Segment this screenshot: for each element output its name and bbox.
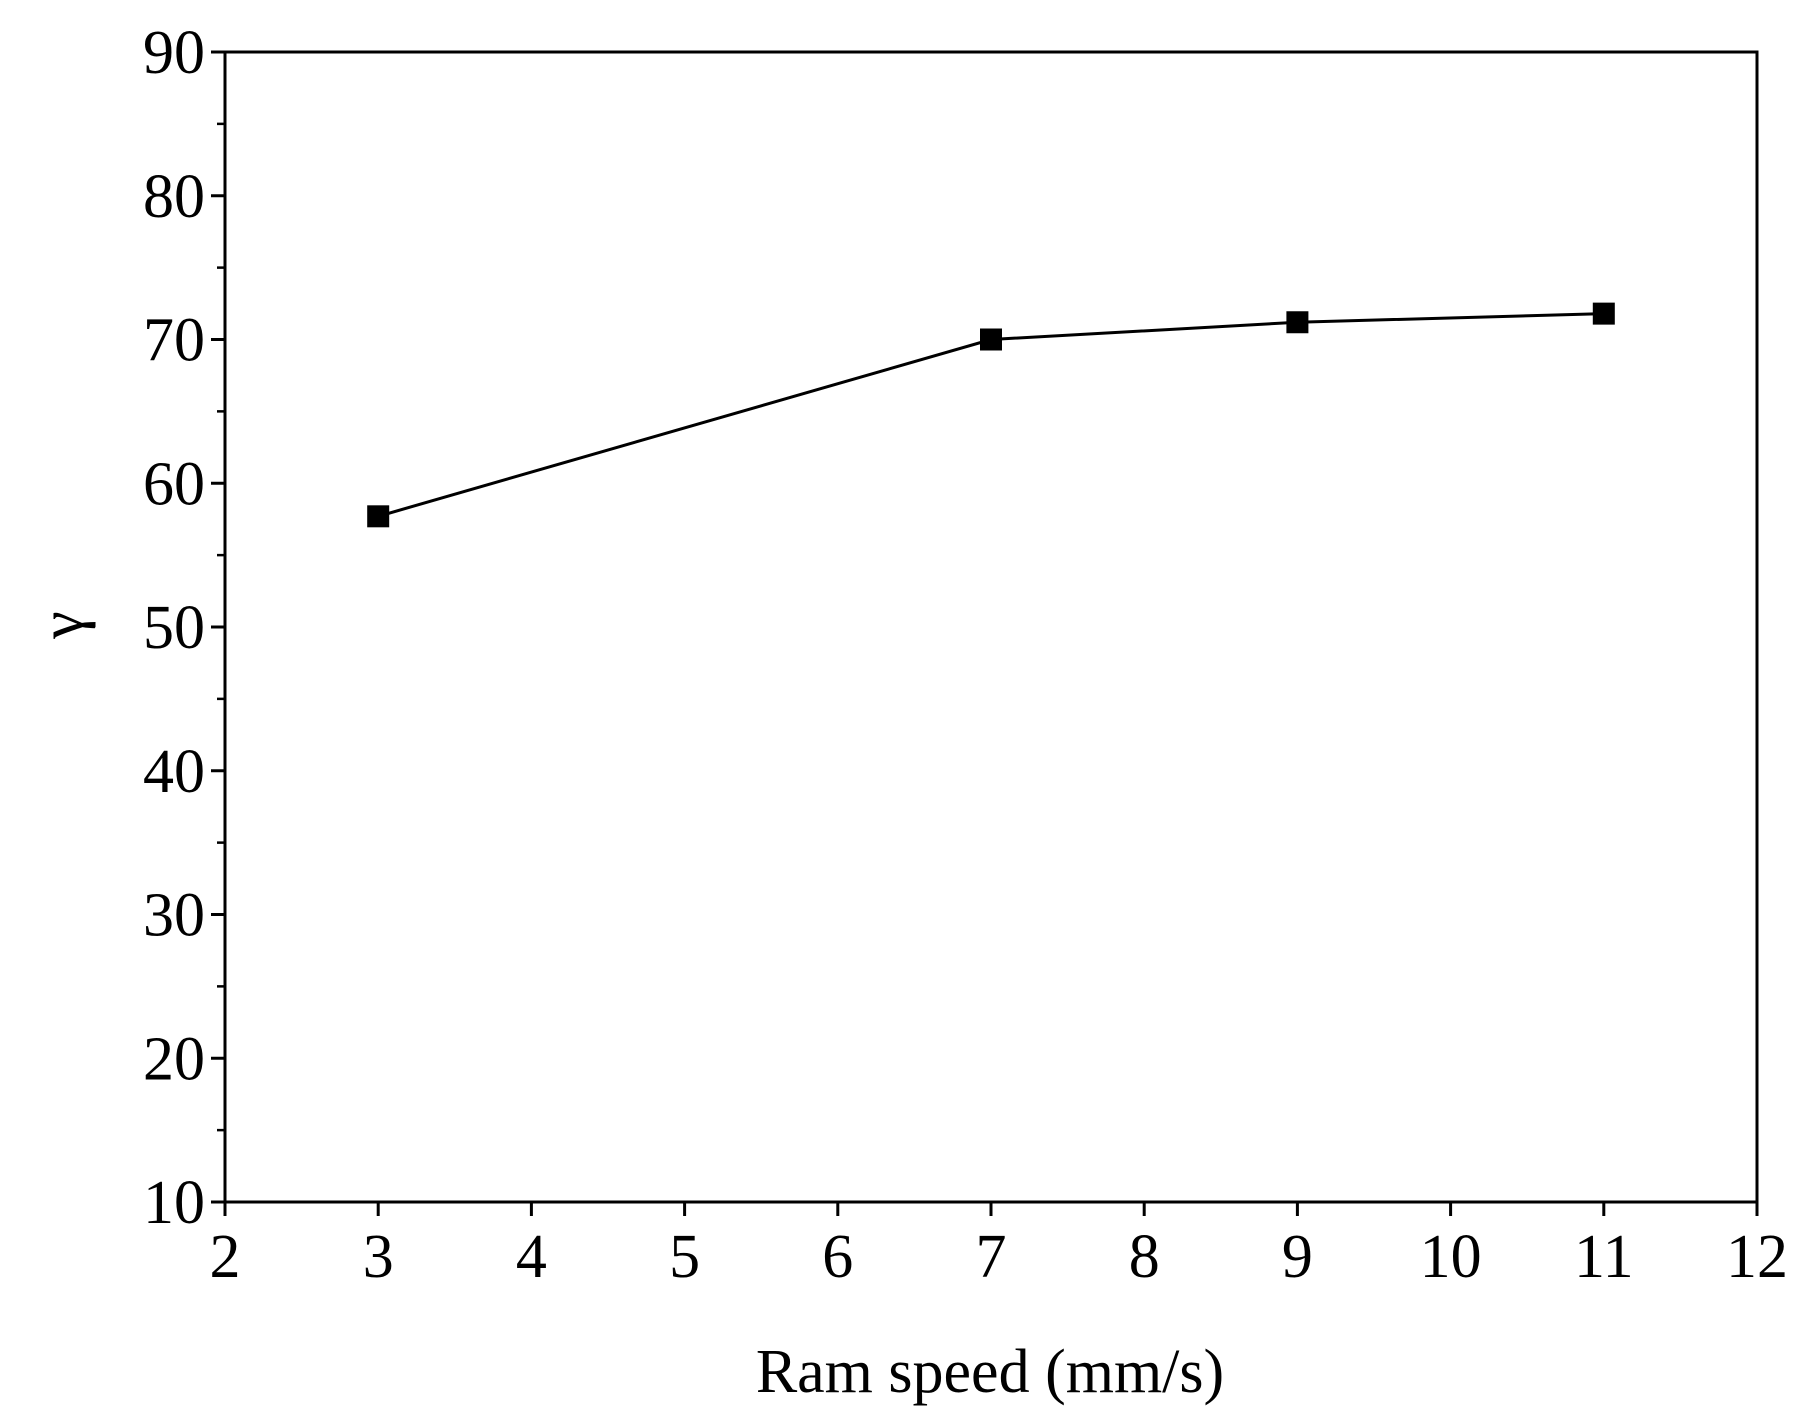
- x-tick-label: 6: [822, 1223, 853, 1291]
- plot-border: [223, 50, 1759, 1204]
- y-tick-label: 40: [143, 738, 205, 806]
- x-tick-label: 9: [1282, 1223, 1313, 1291]
- y-tick-label: 50: [143, 594, 205, 662]
- x-tick-label: 8: [1129, 1223, 1160, 1291]
- x-tick-label: 3: [363, 1223, 394, 1291]
- y-tick-label: 80: [143, 163, 205, 231]
- x-tick-label: 12: [1726, 1223, 1788, 1291]
- data-point: [1286, 311, 1309, 334]
- y-tick-label: 60: [143, 450, 205, 518]
- data-point: [980, 328, 1002, 351]
- x-tick-label: 7: [976, 1223, 1007, 1291]
- series-layer: [367, 302, 1615, 528]
- x-tick-label: 11: [1574, 1223, 1634, 1291]
- y-tick-label: 70: [143, 307, 205, 375]
- plot-frame: [223, 50, 1759, 1204]
- data-point: [367, 505, 390, 528]
- x-axis-title: Ram speed (mm/s): [756, 1338, 1224, 1406]
- series-line: [377, 312, 1604, 518]
- y-tick-label: 20: [143, 1025, 205, 1093]
- y-axis-title: γ: [28, 611, 96, 639]
- y-axis: 10 20 30 40 50 60 70 80 90: [143, 19, 225, 1237]
- y-tick-label: 30: [143, 882, 205, 950]
- y-tick-label: 10: [143, 1169, 205, 1237]
- x-tick-label: 5: [669, 1223, 700, 1291]
- x-tick-label: 2: [210, 1223, 241, 1291]
- x-axis: 2 3 4 5 6 7 8 9 10 11 12: [210, 1202, 1788, 1291]
- y-tick-label: 90: [143, 19, 205, 87]
- data-point: [1592, 302, 1615, 325]
- x-tick-label: 10: [1420, 1223, 1482, 1291]
- x-tick-label: 4: [516, 1223, 547, 1291]
